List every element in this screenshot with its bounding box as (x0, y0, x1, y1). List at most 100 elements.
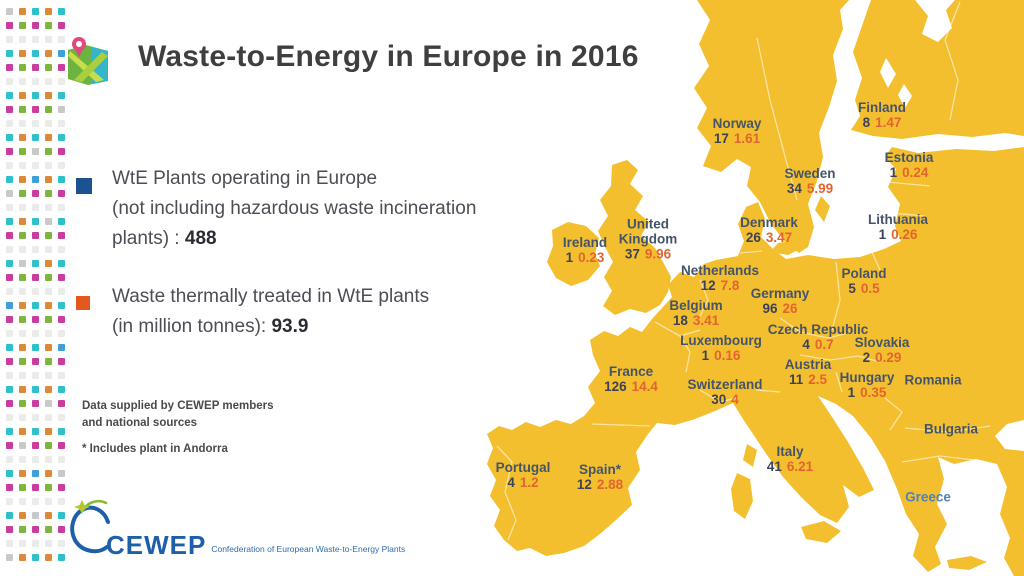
country-name: Estonia (884, 149, 934, 165)
country-name: Luxembourg (680, 332, 762, 348)
dot (32, 512, 39, 519)
dot (6, 50, 13, 57)
waste-tonnes: 5.99 (806, 181, 834, 196)
plants-count: 1 (878, 227, 887, 242)
dot (58, 176, 65, 183)
dot (32, 302, 39, 309)
dot (6, 176, 13, 183)
dot (19, 8, 26, 15)
dot (58, 470, 65, 477)
country-values: 17 1.61 (713, 131, 762, 146)
dot (6, 190, 13, 197)
dot (58, 316, 65, 323)
dot (58, 246, 65, 253)
dot (45, 204, 52, 211)
dot (32, 162, 39, 169)
country-values: 30 4 (687, 392, 762, 407)
dot (58, 232, 65, 239)
dot (32, 554, 39, 561)
great-britain-island (598, 160, 671, 315)
dot (19, 190, 26, 197)
dot (45, 442, 52, 449)
waste-tonnes: 2.88 (596, 477, 624, 492)
country-values: 37 9.96 (613, 247, 683, 262)
plants-count: 17 (713, 131, 729, 146)
dot (19, 218, 26, 225)
dot (19, 274, 26, 281)
dot (58, 120, 65, 127)
country-values: 12 7.8 (681, 278, 759, 293)
dot (45, 470, 52, 477)
dot (19, 442, 26, 449)
waste-tonnes: 7.8 (720, 278, 740, 293)
dot (19, 512, 26, 519)
country-values: 1 0.26 (868, 227, 928, 242)
dot (6, 414, 13, 421)
dot (45, 120, 52, 127)
dot (6, 22, 13, 29)
dot (32, 442, 39, 449)
country-name: Finland (858, 99, 906, 115)
dot (19, 106, 26, 113)
waste-tonnes: 4 (731, 392, 739, 407)
dot (58, 498, 65, 505)
waste-tonnes: 26 (782, 301, 798, 316)
dot (6, 78, 13, 85)
dot (32, 148, 39, 155)
plants-count: 4 (802, 337, 810, 352)
country-name: Hungary (839, 369, 895, 385)
finland-russia-landmass (851, 0, 1024, 139)
dot (58, 288, 65, 295)
waste-tonnes: 1.2 (519, 475, 539, 490)
dot (19, 526, 26, 533)
dot (45, 106, 52, 113)
dot (58, 190, 65, 197)
country-values: 12 2.88 (577, 477, 623, 492)
dot (45, 316, 52, 323)
dot (45, 64, 52, 71)
dot (45, 36, 52, 43)
dot (6, 36, 13, 43)
country-label-switzerland: Switzerland 30 4 (687, 377, 762, 407)
dot (6, 456, 13, 463)
dot (32, 428, 39, 435)
scandinavia-landmass (694, 0, 849, 253)
dot (32, 386, 39, 393)
country-values: 4 0.7 (768, 337, 869, 352)
andorra-footnote: * Includes plant in Andorra (82, 443, 228, 455)
dot (19, 92, 26, 99)
dot (19, 148, 26, 155)
dot (32, 274, 39, 281)
dot (45, 260, 52, 267)
dot (58, 64, 65, 71)
country-values: 8 1.47 (858, 115, 906, 130)
dot (6, 148, 13, 155)
dot (45, 176, 52, 183)
dot (6, 260, 13, 267)
country-label-italy: Italy 41 6.21 (767, 444, 813, 474)
dot (19, 498, 26, 505)
dot (45, 50, 52, 57)
dot (6, 204, 13, 211)
country-label-hungary: Hungary 1 0.35 (840, 370, 895, 400)
country-label-france: France 126 14.4 (604, 364, 658, 394)
dot (58, 414, 65, 421)
dot (32, 344, 39, 351)
dot (19, 428, 26, 435)
dot (58, 274, 65, 281)
dot (58, 512, 65, 519)
dot (58, 302, 65, 309)
dot (45, 8, 52, 15)
dot (32, 260, 39, 267)
country-label-germany: Germany 96 26 (751, 286, 810, 316)
country-name: Denmark (740, 214, 798, 230)
dot (19, 246, 26, 253)
dot (45, 358, 52, 365)
dot (6, 302, 13, 309)
dot (19, 134, 26, 141)
dot (19, 554, 26, 561)
country-name: Switzerland (687, 376, 763, 392)
dot (6, 330, 13, 337)
dot (6, 64, 13, 71)
cewep-logo: CEWEP Confederation of European Waste-to… (68, 498, 405, 558)
